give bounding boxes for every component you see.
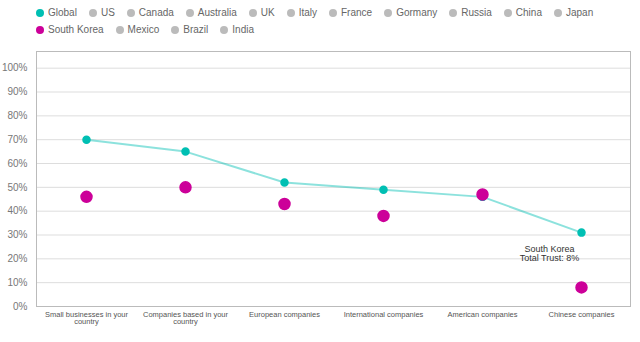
svg-text:80%: 80% — [7, 110, 27, 121]
svg-text:40%: 40% — [7, 205, 27, 216]
svg-text:American companies: American companies — [447, 310, 517, 319]
html-text:Japan: Japan — [566, 7, 594, 18]
html-text:Global: Global — [48, 7, 77, 18]
svg-text:100%: 100% — [2, 62, 28, 73]
html-text:Gormany: Gormany — [396, 7, 438, 18]
svg-text:70%: 70% — [7, 134, 27, 145]
html-text:Italy: Italy — [298, 7, 317, 18]
svg-text:30%: 30% — [7, 229, 27, 240]
html-text:Canada: Canada — [138, 7, 174, 18]
svg-text:10%: 10% — [7, 277, 27, 288]
svg-text:90%: 90% — [7, 86, 27, 97]
html-text:France: France — [341, 7, 373, 18]
svg-text:60%: 60% — [7, 158, 27, 169]
html-text:UK: UK — [260, 7, 275, 18]
svg-text:Companies based in yourcountry: Companies based in yourcountry — [143, 310, 229, 327]
html-text:India: India — [232, 24, 254, 35]
html-text:Brazil: Brazil — [183, 24, 209, 35]
html-text:South Korea: South Korea — [48, 24, 104, 35]
html-text:China: China — [515, 7, 542, 18]
svg-text:Chinese companies: Chinese companies — [549, 310, 615, 319]
svg-text:South KoreaTotal Trust: 8%: South KoreaTotal Trust: 8% — [520, 244, 580, 263]
html-text:US: US — [100, 7, 115, 18]
svg-text:International companies: International companies — [344, 310, 424, 319]
svg-text:Small businesses in yourcountr: Small businesses in yourcountry — [45, 310, 128, 327]
svg-text:20%: 20% — [7, 253, 27, 264]
html-text:Australia: Australia — [197, 7, 237, 18]
svg-text:0%: 0% — [13, 301, 28, 312]
html-text:Russia: Russia — [461, 7, 492, 18]
html-text:Mexico: Mexico — [127, 24, 160, 35]
svg-text:50%: 50% — [7, 182, 27, 193]
svg-text:European companies: European companies — [249, 310, 320, 319]
